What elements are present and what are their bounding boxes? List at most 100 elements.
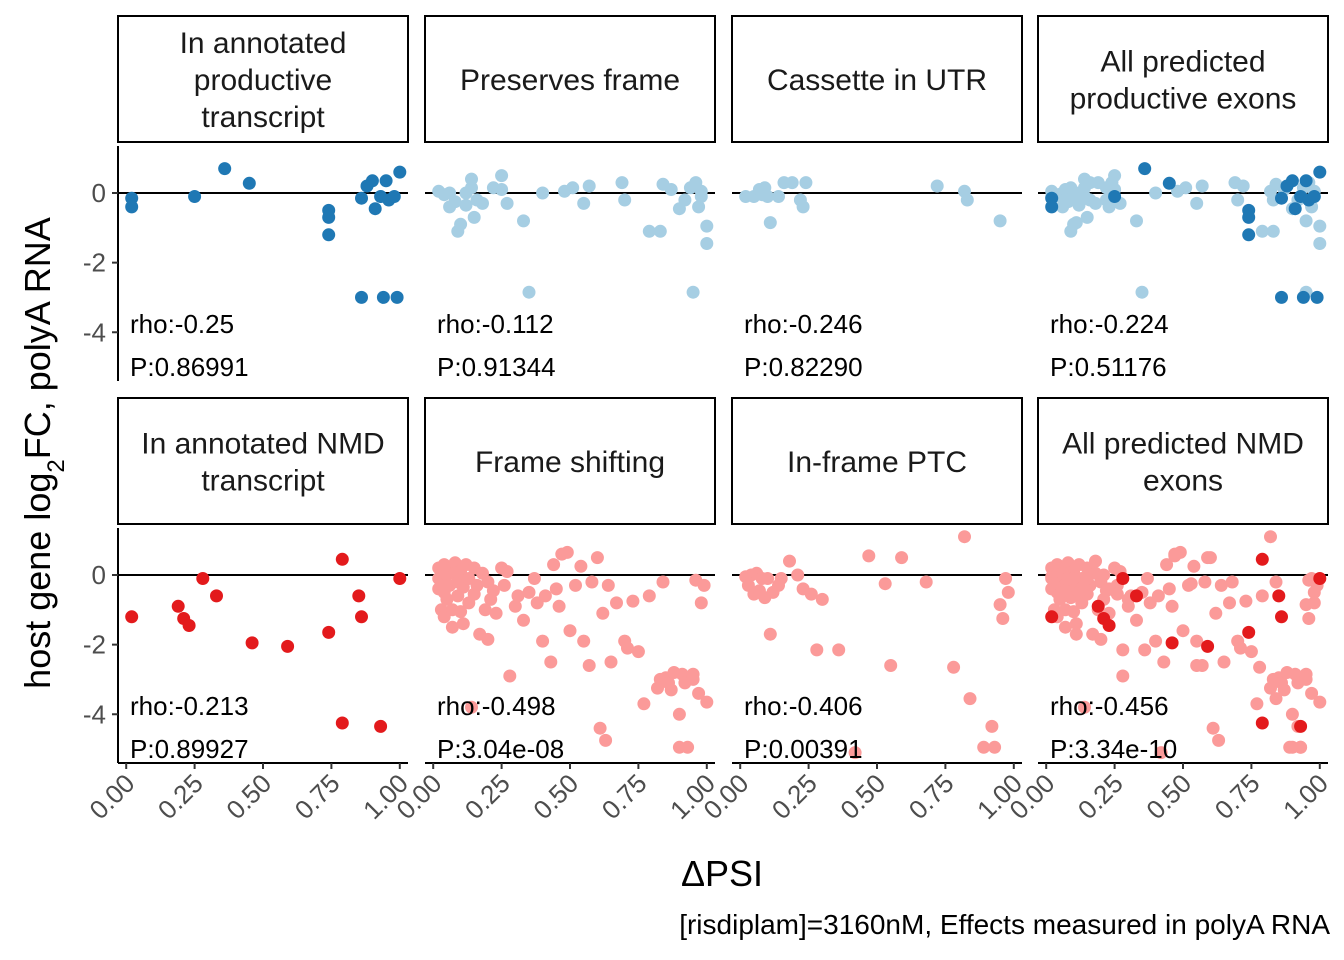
point-series	[1045, 552, 1327, 733]
data-point	[791, 568, 805, 582]
point-series	[739, 176, 1007, 230]
data-point	[374, 719, 388, 733]
data-point	[686, 672, 700, 686]
data-point	[590, 551, 604, 565]
data-point	[615, 176, 629, 190]
data-point	[517, 613, 530, 627]
data-point	[1255, 552, 1269, 566]
data-point	[642, 224, 656, 238]
facet-strip	[424, 397, 716, 525]
data-point	[1242, 625, 1256, 639]
rho-annotation: rho:-0.25	[130, 309, 234, 339]
data-point	[1275, 290, 1288, 304]
data-point	[785, 176, 799, 190]
data-point	[1299, 672, 1313, 686]
data-point	[626, 594, 640, 608]
data-point	[884, 659, 898, 672]
data-point	[368, 202, 382, 216]
data-point	[454, 217, 468, 231]
data-point	[919, 575, 933, 589]
data-point	[810, 643, 824, 657]
data-point	[1223, 596, 1236, 610]
data-point	[1138, 162, 1152, 176]
data-point	[322, 210, 336, 224]
data-point	[763, 627, 777, 641]
data-point	[1097, 568, 1111, 582]
data-point	[1307, 585, 1321, 599]
data-point	[700, 237, 714, 250]
data-point	[895, 551, 909, 565]
data-point	[1288, 202, 1302, 216]
data-point	[1080, 210, 1094, 224]
data-point	[1149, 186, 1163, 200]
facet-title-line: Cassette in UTR	[767, 64, 987, 97]
x-tick-label: 0.00	[83, 768, 140, 825]
facet-strip	[1037, 397, 1329, 525]
data-point	[1140, 572, 1154, 585]
data-point	[1067, 572, 1081, 585]
data-point	[1285, 707, 1299, 721]
data-point	[1069, 216, 1083, 230]
data-point	[196, 572, 210, 585]
facet-title-line: productive	[194, 64, 332, 97]
data-point	[387, 190, 401, 203]
facet-strip	[117, 397, 409, 525]
data-point	[947, 660, 961, 674]
data-point	[577, 196, 591, 210]
p-value-annotation: P:3.34e-10	[1050, 734, 1177, 764]
data-point	[503, 669, 517, 683]
rho-annotation: rho:-0.112	[437, 309, 554, 339]
data-point	[182, 619, 196, 632]
data-point	[1089, 554, 1102, 568]
data-point	[335, 716, 349, 730]
facet-strip	[117, 15, 409, 143]
data-point	[1302, 612, 1316, 625]
data-point	[1299, 214, 1313, 228]
data-point	[1184, 577, 1198, 591]
data-point	[585, 575, 599, 589]
data-point	[1187, 559, 1201, 573]
data-point	[678, 193, 692, 207]
data-point	[960, 193, 974, 207]
data-point	[1201, 639, 1215, 653]
data-point	[1165, 636, 1179, 650]
x-tick-label: 0.75	[903, 768, 960, 825]
data-point	[1206, 721, 1220, 735]
data-point	[355, 610, 368, 624]
data-point	[569, 578, 582, 592]
data-point	[697, 578, 711, 592]
data-point	[1313, 695, 1327, 709]
data-point	[1283, 740, 1297, 754]
data-point	[763, 216, 777, 230]
data-point	[631, 645, 645, 659]
p-value-annotation: P:0.00391	[744, 734, 863, 764]
data-point	[335, 552, 349, 566]
data-point	[596, 606, 610, 620]
data-point	[1272, 589, 1286, 603]
data-point	[993, 214, 1007, 228]
data-point	[599, 733, 613, 747]
data-point	[1102, 619, 1116, 632]
data-point	[1275, 610, 1288, 624]
chart-caption: [risdiplam]=3160nM, Effects measured in …	[679, 909, 1330, 940]
data-point	[1176, 624, 1190, 638]
x-tick-label: 0.50	[527, 768, 584, 825]
data-point	[1151, 589, 1165, 603]
data-point	[393, 572, 407, 585]
x-tick-label: 0.50	[220, 768, 277, 825]
p-value-annotation: P:0.89927	[130, 734, 249, 764]
data-point	[862, 549, 876, 563]
point-series	[125, 162, 407, 304]
data-point	[999, 572, 1013, 585]
x-axis-title: ΔPSI	[681, 853, 763, 894]
data-point	[355, 191, 368, 205]
data-point	[1165, 599, 1179, 613]
data-point	[1239, 594, 1253, 608]
data-point	[796, 200, 810, 214]
data-point	[1277, 683, 1291, 697]
point-series	[432, 545, 714, 754]
data-point	[459, 198, 473, 212]
data-point	[1269, 692, 1283, 706]
data-point	[1255, 589, 1269, 603]
